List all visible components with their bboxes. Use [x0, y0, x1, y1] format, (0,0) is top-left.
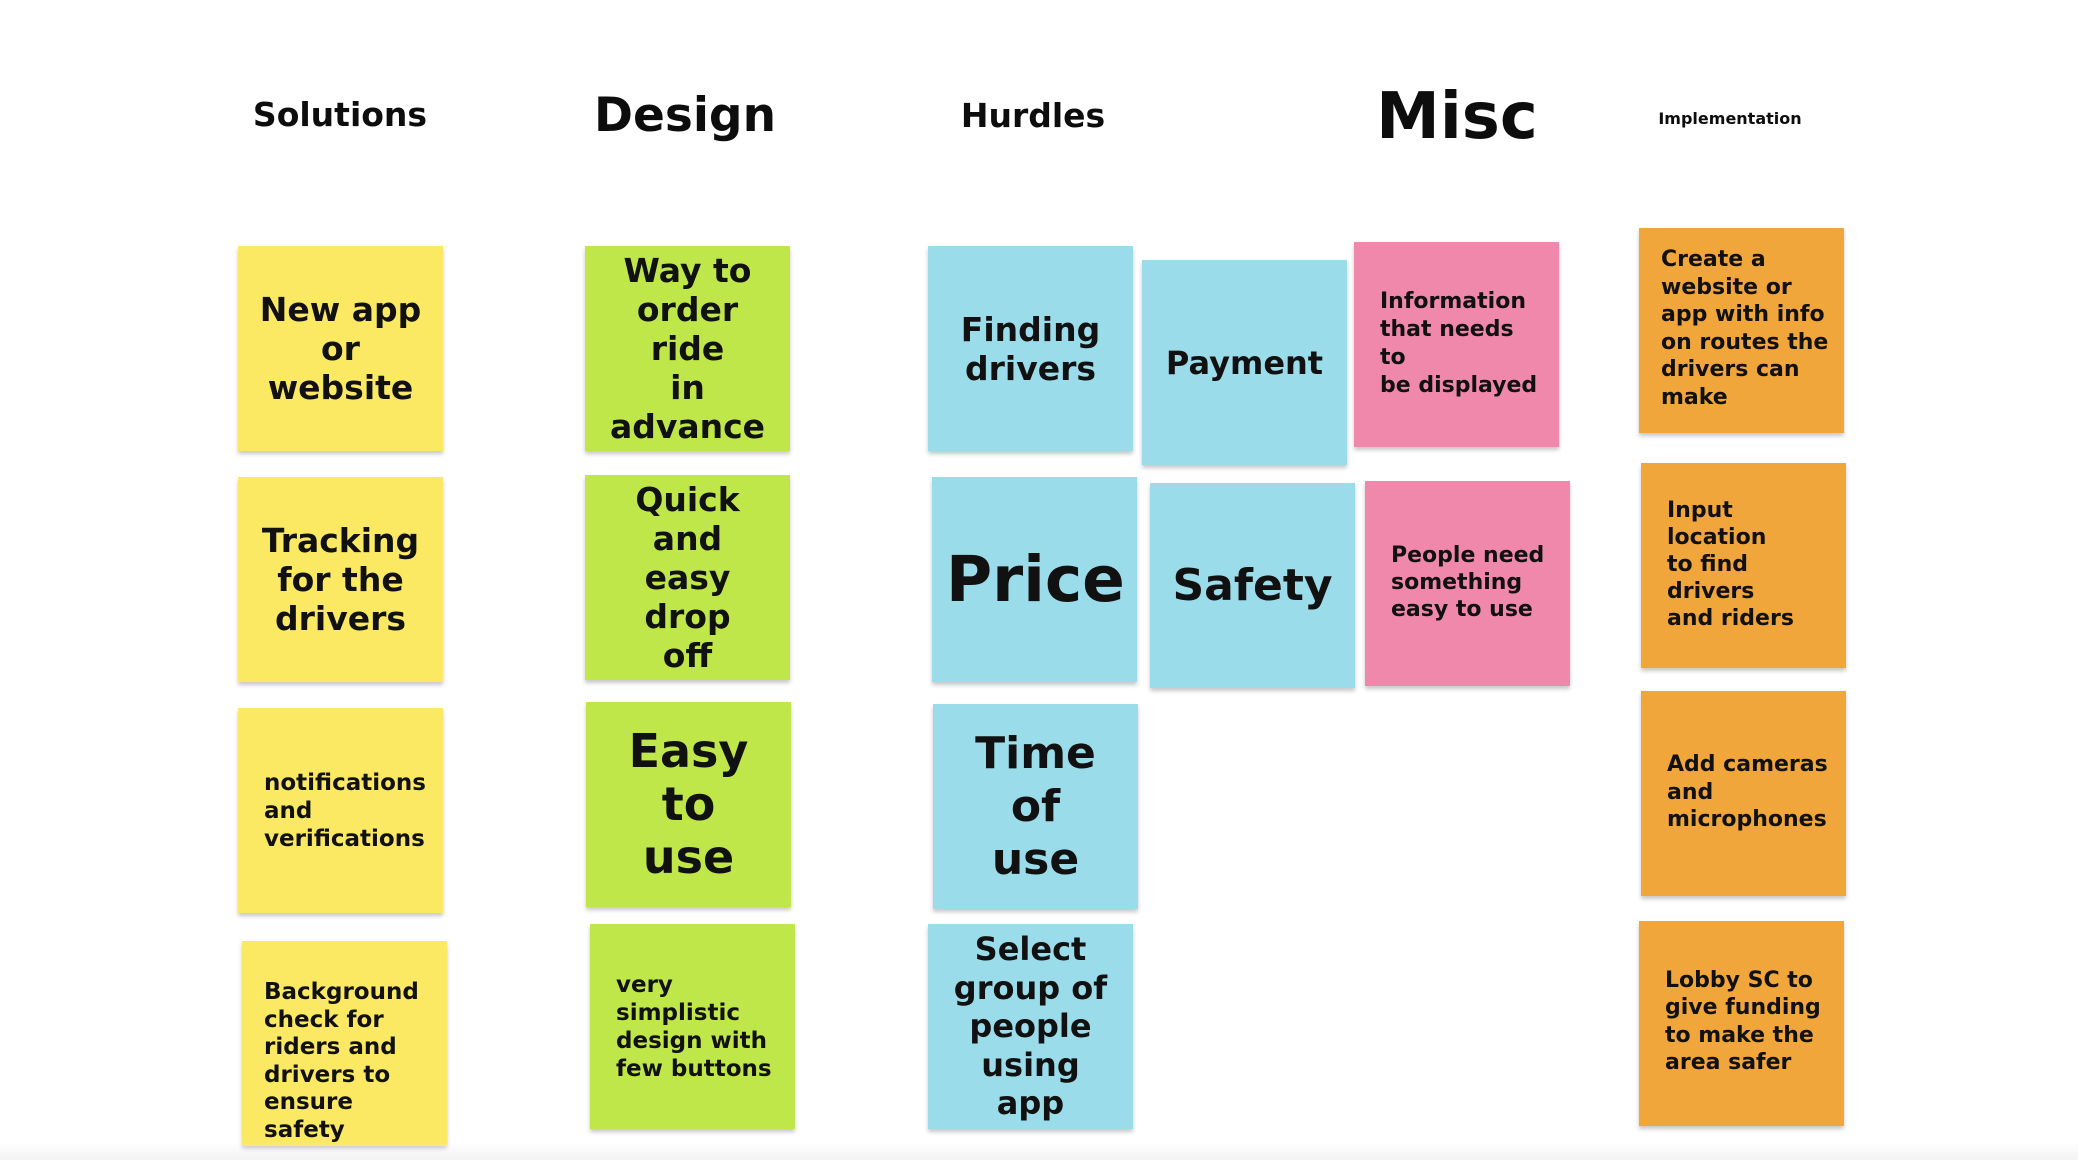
sticky-note-lobby-sc[interactable]: Lobby SC to give funding to make the are… [1639, 921, 1844, 1126]
sticky-note-easy-to-use[interactable]: Easy to use [586, 702, 791, 907]
sticky-note-text: Lobby SC to give funding to make the are… [1665, 967, 1821, 1076]
sticky-note-order-ride-in-advance[interactable]: Way to order ride in advance [585, 246, 790, 451]
heading-misc[interactable]: Misc [1376, 80, 1538, 154]
sticky-note-payment[interactable]: Payment [1142, 260, 1347, 465]
sticky-note-text: notifications and verifications [264, 769, 426, 852]
sticky-note-create-website[interactable]: Create a website or app with info on rou… [1639, 228, 1844, 433]
sticky-note-quick-easy-drop-off[interactable]: Quick and easy drop off [585, 475, 790, 680]
sticky-note-text: Tracking for the drivers [261, 521, 420, 638]
sticky-note-text: Finding drivers [960, 309, 1101, 388]
sticky-note-notifications-verifications[interactable]: notifications and verifications [238, 708, 443, 913]
sticky-note-time-of-use[interactable]: Time of use [933, 704, 1138, 909]
sticky-note-safety[interactable]: Safety [1150, 483, 1355, 688]
sticky-note-text: New app or website [259, 290, 422, 407]
sticky-note-text: Background check for riders and drivers … [264, 979, 419, 1146]
heading-solutions[interactable]: Solutions [252, 95, 428, 134]
sticky-note-information-displayed[interactable]: Information that needs to be displayed [1354, 242, 1559, 447]
sticky-note-tracking-drivers[interactable]: Tracking for the drivers [238, 477, 443, 682]
sticky-note-text: Input location to find drivers and rider… [1667, 498, 1794, 631]
bottom-edge-shadow [0, 1142, 2078, 1160]
sticky-note-select-group[interactable]: Select group of people using app [928, 924, 1133, 1129]
sticky-note-text: Information that needs to be displayed [1380, 288, 1538, 398]
sticky-note-text: Create a website or app with info on rou… [1661, 247, 1829, 410]
sticky-note-text: Add cameras and microphones [1667, 752, 1828, 833]
heading-design[interactable]: Design [593, 88, 777, 143]
sticky-note-text: Select group of people using app [953, 930, 1108, 1123]
sticky-note-text: Safety [1172, 559, 1333, 611]
sticky-note-text: People need something easy to use [1391, 543, 1545, 622]
sticky-note-new-app-or-website[interactable]: New app or website [238, 246, 443, 451]
heading-implementation[interactable]: Implementation [1658, 109, 1802, 128]
sticky-note-simplistic-design[interactable]: very simplistic design with few buttons [590, 924, 795, 1129]
sticky-note-input-location[interactable]: Input location to find drivers and rider… [1641, 463, 1846, 668]
sticky-note-text: Way to order ride in advance [609, 251, 766, 446]
sticky-note-text: Payment [1165, 343, 1324, 382]
sticky-note-text: Easy to use [628, 724, 749, 884]
sticky-note-add-cameras[interactable]: Add cameras and microphones [1641, 691, 1846, 896]
sticky-note-background-check[interactable]: Background check for riders and drivers … [242, 941, 447, 1146]
sticky-note-text: Time of use [975, 728, 1096, 885]
sticky-note-text: Price [946, 542, 1125, 616]
sticky-note-text: Quick and easy drop off [635, 480, 740, 675]
heading-hurdles[interactable]: Hurdles [960, 96, 1106, 135]
sticky-note-finding-drivers[interactable]: Finding drivers [928, 246, 1133, 451]
sticky-note-text: very simplistic design with few buttons [616, 971, 772, 1082]
sticky-note-people-need-easy[interactable]: People need something easy to use [1365, 481, 1570, 686]
sticky-note-price[interactable]: Price [932, 477, 1137, 682]
